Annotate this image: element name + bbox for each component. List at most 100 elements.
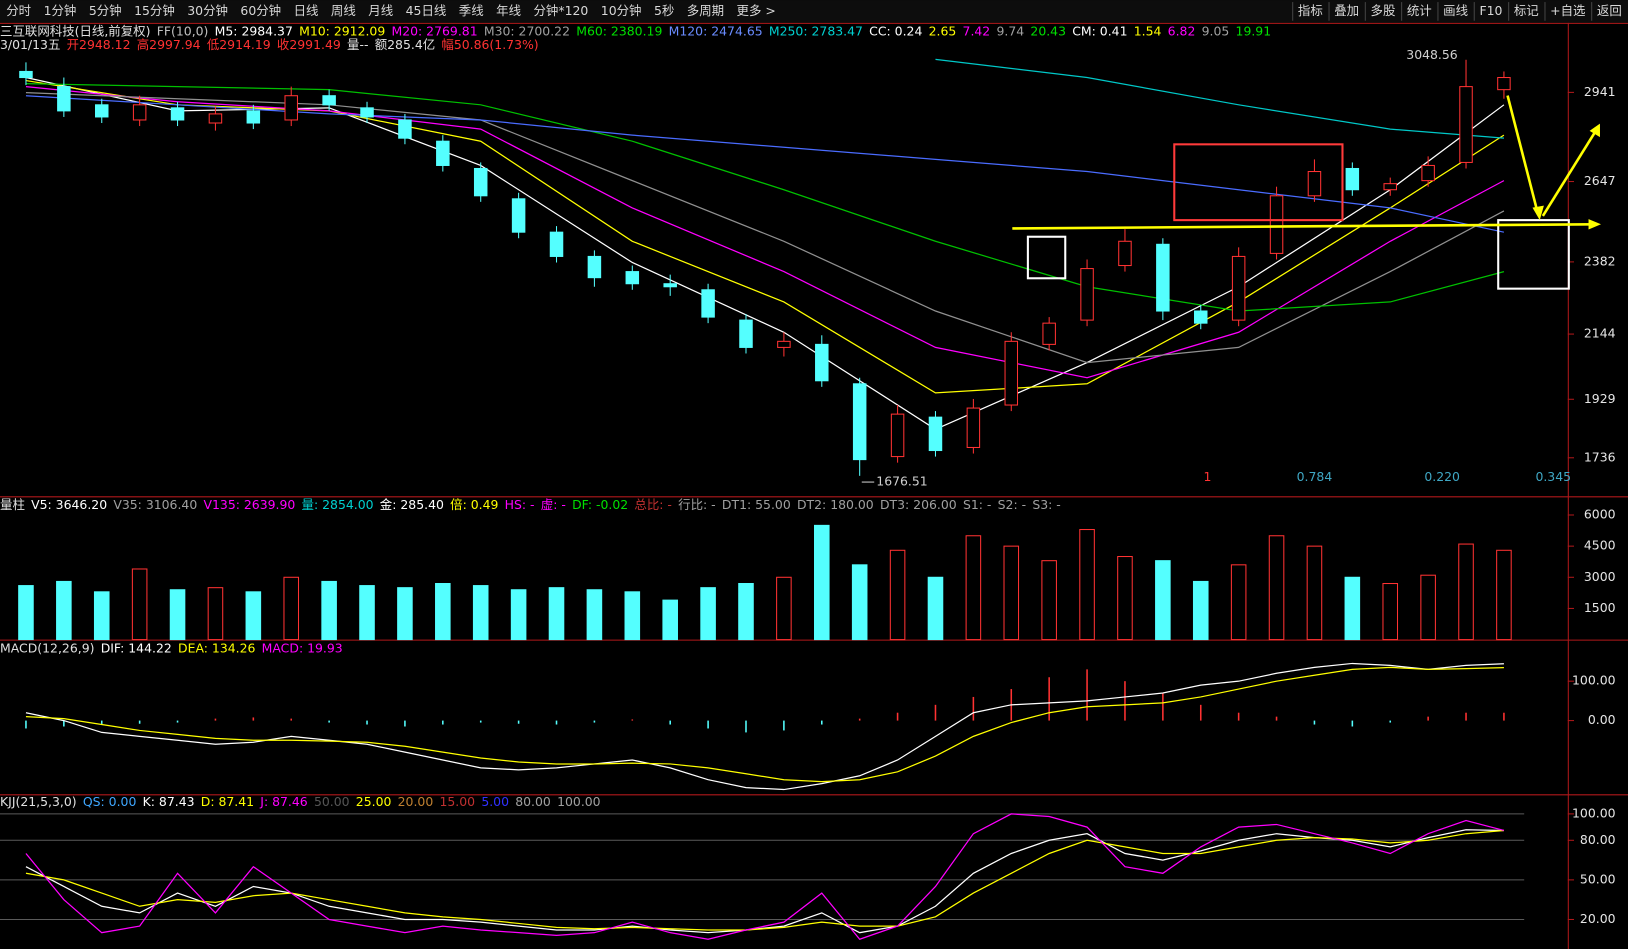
toolbar-button[interactable]: 多股 bbox=[1371, 3, 1396, 18]
candle-body bbox=[587, 255, 602, 279]
toolbar-tab[interactable]: 季线 bbox=[459, 3, 484, 18]
toolbar-button[interactable]: 统计 bbox=[1407, 3, 1432, 18]
volume-bar bbox=[1306, 545, 1323, 641]
info-text: 收2991.49 bbox=[277, 37, 341, 52]
info-text: 金: 285.40 bbox=[380, 497, 444, 512]
y-tick-label: 1929 bbox=[1584, 391, 1616, 406]
panel-note: 0.345 bbox=[1535, 469, 1571, 484]
info-text: S2: - bbox=[998, 497, 1026, 512]
candle-body bbox=[777, 340, 791, 348]
info-text: 量-- bbox=[347, 37, 368, 52]
info-text: M5: 2984.37 bbox=[215, 24, 293, 39]
volume-bar bbox=[927, 576, 944, 641]
volume-bar bbox=[700, 587, 716, 641]
kdj-line bbox=[25, 829, 1504, 934]
volume-bar bbox=[169, 589, 186, 641]
info-text: S1: - bbox=[963, 497, 991, 512]
info-text: 倍: 0.49 bbox=[450, 497, 498, 512]
y-tick-label: 1736 bbox=[1584, 449, 1616, 464]
info-text: 7.42 bbox=[963, 24, 991, 39]
toolbar-tab[interactable]: 月线 bbox=[368, 3, 393, 18]
candle-body bbox=[284, 95, 298, 121]
frame bbox=[0, 22, 1628, 949]
candle-body bbox=[360, 107, 374, 118]
info-text: 9.05 bbox=[1202, 24, 1230, 39]
volume-bar bbox=[510, 589, 527, 641]
y-tick-label: 4500 bbox=[1584, 538, 1616, 553]
candle-body bbox=[1383, 183, 1397, 191]
info-text: 量柱 bbox=[0, 497, 25, 512]
y-tick-label: 50.00 bbox=[1580, 871, 1616, 886]
toolbar-button[interactable]: F10 bbox=[1479, 3, 1502, 18]
toolbar-button[interactable]: 画线 bbox=[1443, 3, 1468, 18]
info-text: 2.65 bbox=[929, 24, 957, 39]
toolbar-tab[interactable]: 60分钟 bbox=[240, 3, 281, 18]
candle-body bbox=[1231, 255, 1246, 321]
candle-body bbox=[19, 70, 33, 79]
annotations bbox=[1012, 95, 1602, 290]
info-text: DT3: 206.00 bbox=[880, 497, 957, 512]
toolbar-tab[interactable]: 分钟*120 bbox=[533, 3, 588, 18]
y-tick-label: 3000 bbox=[1584, 569, 1616, 584]
info-text: 开2948.12 bbox=[67, 37, 131, 52]
info-text: M250: 2783.47 bbox=[769, 24, 863, 39]
toolbar-button[interactable]: +自选 bbox=[1550, 3, 1585, 18]
candle-body bbox=[1269, 195, 1284, 254]
toolbar-tab[interactable]: 10分钟 bbox=[601, 3, 642, 18]
info-text: 幅50.86(1.73%) bbox=[441, 37, 538, 52]
candle-body bbox=[1118, 240, 1132, 267]
toolbar-tab[interactable]: 周线 bbox=[331, 3, 356, 18]
toolbar-button[interactable]: 叠加 bbox=[1334, 3, 1359, 18]
toolbar-tab[interactable]: 30分钟 bbox=[187, 3, 228, 18]
volume-bar bbox=[1155, 560, 1171, 641]
info-text: 1.54 bbox=[1134, 24, 1162, 39]
toolbar-tab[interactable]: 15分钟 bbox=[134, 3, 175, 18]
info-text: 总比: - bbox=[634, 497, 672, 512]
toolbar-button[interactable]: 返回 bbox=[1597, 3, 1622, 18]
toolbar-tab[interactable]: 5分钟 bbox=[89, 3, 122, 18]
info-text: 额285.4亿 bbox=[375, 37, 435, 52]
candle-body bbox=[966, 407, 981, 449]
y-tick-label: 1500 bbox=[1584, 600, 1616, 615]
info-text: 15.00 bbox=[439, 794, 475, 809]
info-text: 6.82 bbox=[1168, 24, 1196, 39]
volume-bar bbox=[776, 576, 792, 641]
candle-body bbox=[473, 167, 488, 197]
toolbar-button[interactable]: 标记 bbox=[1514, 3, 1539, 18]
y-tick-label: 2144 bbox=[1584, 326, 1616, 341]
toolbar-tab[interactable]: 45日线 bbox=[406, 3, 447, 18]
volume-bar bbox=[1192, 580, 1209, 641]
y-tick-label: 100.00 bbox=[1572, 805, 1616, 820]
info-text: 20.43 bbox=[1030, 24, 1066, 39]
candle-body bbox=[246, 110, 261, 124]
moving-average bbox=[25, 79, 1505, 394]
volume-bar bbox=[1496, 549, 1512, 641]
toolbar-tab[interactable]: 5秒 bbox=[654, 3, 674, 18]
info-text: 3/01/13五 bbox=[0, 37, 60, 52]
candle-body bbox=[928, 416, 943, 452]
y-tick-label: 100.00 bbox=[1572, 673, 1616, 688]
toolbar-tab[interactable]: 多周期 bbox=[687, 3, 724, 18]
toolbar-tab[interactable]: 年线 bbox=[496, 3, 521, 18]
info-text: DEA: 134.26 bbox=[178, 640, 255, 655]
highlight-box bbox=[1497, 219, 1570, 290]
volume-bar bbox=[1382, 582, 1399, 641]
info-text: 20.00 bbox=[398, 794, 434, 809]
candle-body bbox=[57, 86, 71, 112]
candle-body bbox=[1345, 167, 1360, 191]
info-text: 19.91 bbox=[1236, 24, 1272, 39]
toolbar-tab[interactable]: 分时 bbox=[6, 3, 31, 18]
toolbar-tab[interactable]: 日线 bbox=[294, 3, 319, 18]
candle-body bbox=[1194, 310, 1208, 324]
volume-bar bbox=[245, 591, 262, 641]
toolbar-tab[interactable]: 更多 > bbox=[737, 3, 776, 18]
toolbar-tab[interactable]: 1分钟 bbox=[44, 3, 77, 18]
candle-body bbox=[1004, 340, 1019, 406]
arrow-head bbox=[1589, 123, 1600, 138]
info-text: S3: - bbox=[1032, 497, 1060, 512]
volume-bar bbox=[93, 591, 110, 641]
toolbar-button[interactable]: 指标 bbox=[1298, 3, 1323, 18]
arrow-head bbox=[1588, 219, 1602, 230]
